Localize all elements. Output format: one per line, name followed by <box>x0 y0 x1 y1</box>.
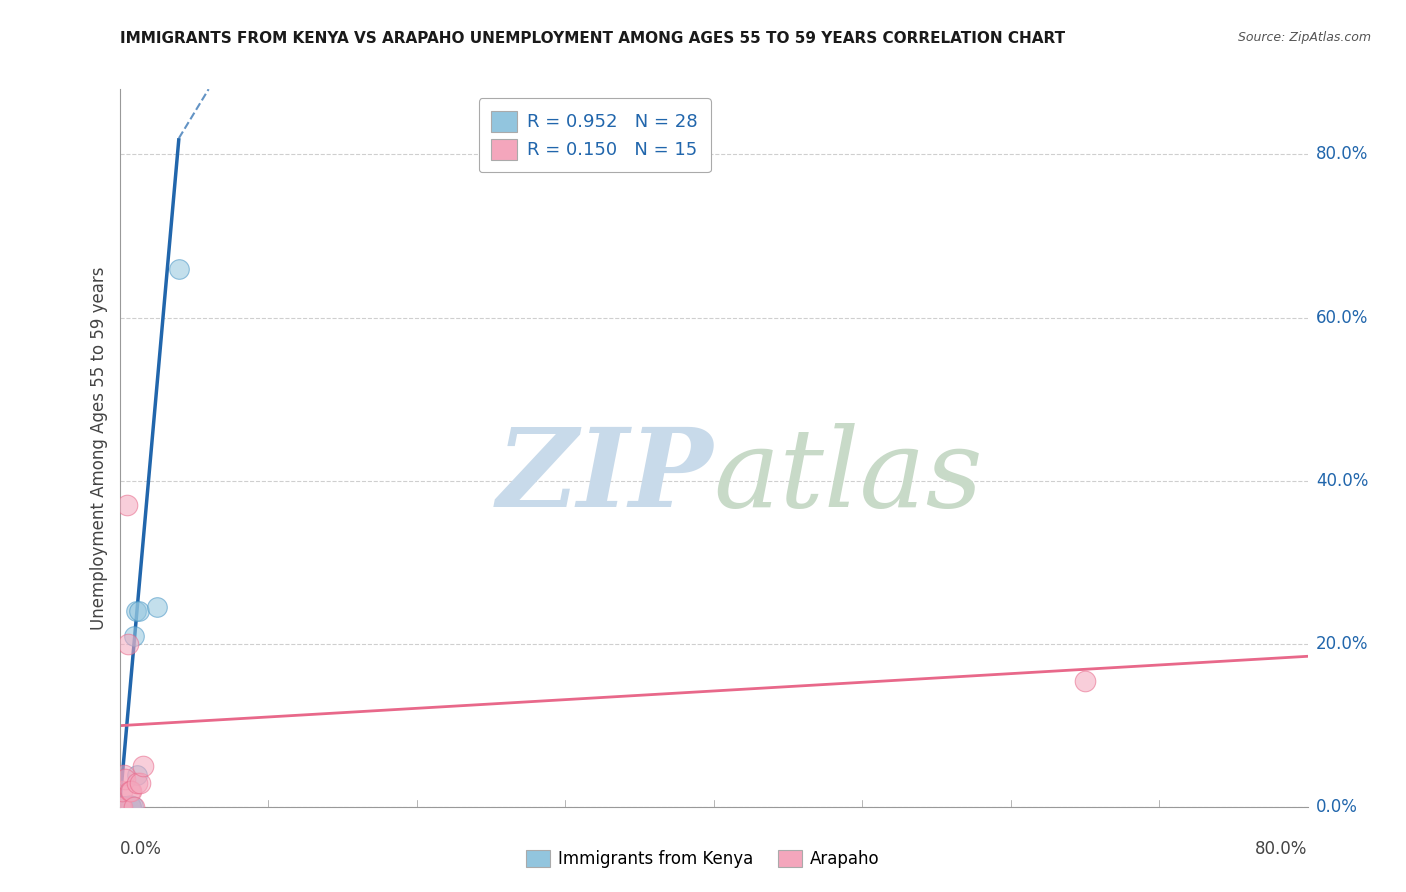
Y-axis label: Unemployment Among Ages 55 to 59 years: Unemployment Among Ages 55 to 59 years <box>90 267 108 630</box>
Point <box>127 776 149 790</box>
Point <box>129 776 152 790</box>
Point <box>128 604 150 618</box>
Point <box>111 800 134 814</box>
Text: atlas: atlas <box>713 423 983 531</box>
Point <box>114 799 136 814</box>
Text: Source: ZipAtlas.com: Source: ZipAtlas.com <box>1237 31 1371 45</box>
Point <box>111 784 134 798</box>
Text: 0.0%: 0.0% <box>1316 798 1358 816</box>
Point <box>127 767 149 781</box>
Point <box>110 800 132 814</box>
Legend: Immigrants from Kenya, Arapaho: Immigrants from Kenya, Arapaho <box>520 843 886 875</box>
Point <box>110 800 132 814</box>
Text: ZIP: ZIP <box>496 423 713 531</box>
Point <box>124 800 146 814</box>
Text: 20.0%: 20.0% <box>1316 635 1368 653</box>
Point <box>112 767 135 781</box>
Legend: R = 0.952   N = 28, R = 0.150   N = 15: R = 0.952 N = 28, R = 0.150 N = 15 <box>478 98 711 172</box>
Point <box>120 800 142 814</box>
Point <box>110 800 132 814</box>
Point <box>112 799 135 814</box>
Point <box>110 800 132 814</box>
Text: IMMIGRANTS FROM KENYA VS ARAPAHO UNEMPLOYMENT AMONG AGES 55 TO 59 YEARS CORRELAT: IMMIGRANTS FROM KENYA VS ARAPAHO UNEMPLO… <box>120 31 1064 46</box>
Text: 60.0%: 60.0% <box>1316 309 1368 326</box>
Point <box>110 800 132 814</box>
Point <box>117 798 139 813</box>
Point <box>145 600 167 615</box>
Text: 80.0%: 80.0% <box>1256 839 1308 857</box>
Point <box>111 800 134 814</box>
Point <box>1074 673 1097 688</box>
Point <box>112 798 135 813</box>
Point <box>111 798 134 813</box>
Point <box>118 784 141 798</box>
Point <box>115 800 138 814</box>
Point <box>167 261 190 276</box>
Point <box>110 799 132 814</box>
Text: 80.0%: 80.0% <box>1316 145 1368 163</box>
Point <box>114 800 136 814</box>
Text: 0.0%: 0.0% <box>120 839 162 857</box>
Point <box>118 797 141 812</box>
Point <box>117 637 139 651</box>
Text: 40.0%: 40.0% <box>1316 472 1368 490</box>
Point <box>115 798 138 813</box>
Point <box>117 800 139 814</box>
Point <box>115 799 138 814</box>
Point <box>112 800 135 814</box>
Point <box>120 798 142 813</box>
Point <box>111 799 134 814</box>
Point <box>120 784 142 798</box>
Point <box>132 759 155 773</box>
Point <box>124 629 146 643</box>
Point <box>118 799 141 814</box>
Point <box>114 772 136 786</box>
Point <box>125 604 148 618</box>
Point <box>115 499 138 513</box>
Point <box>122 799 145 814</box>
